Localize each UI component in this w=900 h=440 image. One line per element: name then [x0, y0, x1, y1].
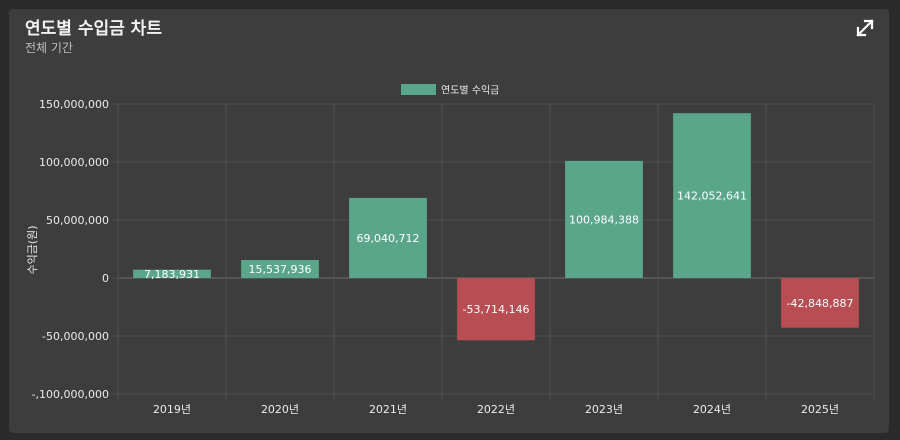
x-tick-label: 2019년	[153, 403, 191, 416]
chart-subtitle: 전체 기간	[25, 41, 73, 55]
y-tick-label: -,100,000,000	[32, 388, 109, 401]
grid	[112, 103, 875, 400]
y-tick-label: 50,000,000	[46, 214, 109, 227]
legend-swatch	[401, 84, 436, 95]
y-tick-label: 100,000,000	[39, 156, 109, 169]
bar-2022년[interactable]	[457, 278, 535, 341]
bar-value-label: -53,714,146	[463, 303, 530, 316]
bar-2024년[interactable]	[673, 113, 751, 278]
y-tick-label: 0	[102, 272, 109, 285]
chart-title: 연도별 수입금 차트	[25, 19, 162, 39]
bar-value-label: 69,040,712	[357, 232, 420, 245]
bar-value-label: 7,183,931	[144, 268, 200, 281]
x-tick-label: 2020년	[261, 403, 299, 416]
bar-value-label: 142,052,641	[677, 190, 747, 203]
expand-icon[interactable]	[854, 17, 876, 39]
x-tick-label: 2022년	[477, 403, 515, 416]
bar-2019년[interactable]	[133, 269, 211, 278]
bar-value-label: 15,537,936	[249, 263, 312, 276]
y-tick-label: 150,000,000	[39, 98, 109, 111]
bar-2020년[interactable]	[241, 259, 319, 278]
bar-value-label: 100,984,388	[569, 213, 639, 226]
bar-2023년[interactable]	[565, 160, 643, 278]
y-tick-label: -50,000,000	[42, 330, 109, 343]
legend-label: 연도별 수익금	[441, 85, 499, 97]
bar-2021년[interactable]	[349, 197, 427, 278]
y-axis-ticks: 150,000,000 100,000,000 50,000,000 0 -50,000…	[32, 98, 109, 401]
x-tick-label: 2024년	[693, 403, 731, 416]
legend: 연도별 수익금	[401, 84, 499, 97]
x-tick-label: 2021년	[369, 403, 407, 416]
expand-icon-glyph	[856, 19, 874, 37]
bars	[133, 113, 859, 341]
x-axis-ticks: 2019년 2020년 2021년 2022년 2023년 2024년 2025년	[153, 403, 839, 416]
bar-labels: 7,183,931 15,537,936 69,040,712 -53,714,146…	[144, 190, 853, 317]
bar-value-label: -42,848,887	[787, 297, 854, 310]
x-tick-label: 2023년	[585, 403, 623, 416]
x-tick-label: 2025년	[801, 403, 839, 416]
bar-2025년[interactable]	[781, 278, 859, 328]
y-axis-label: 수익금(원)	[26, 225, 39, 274]
